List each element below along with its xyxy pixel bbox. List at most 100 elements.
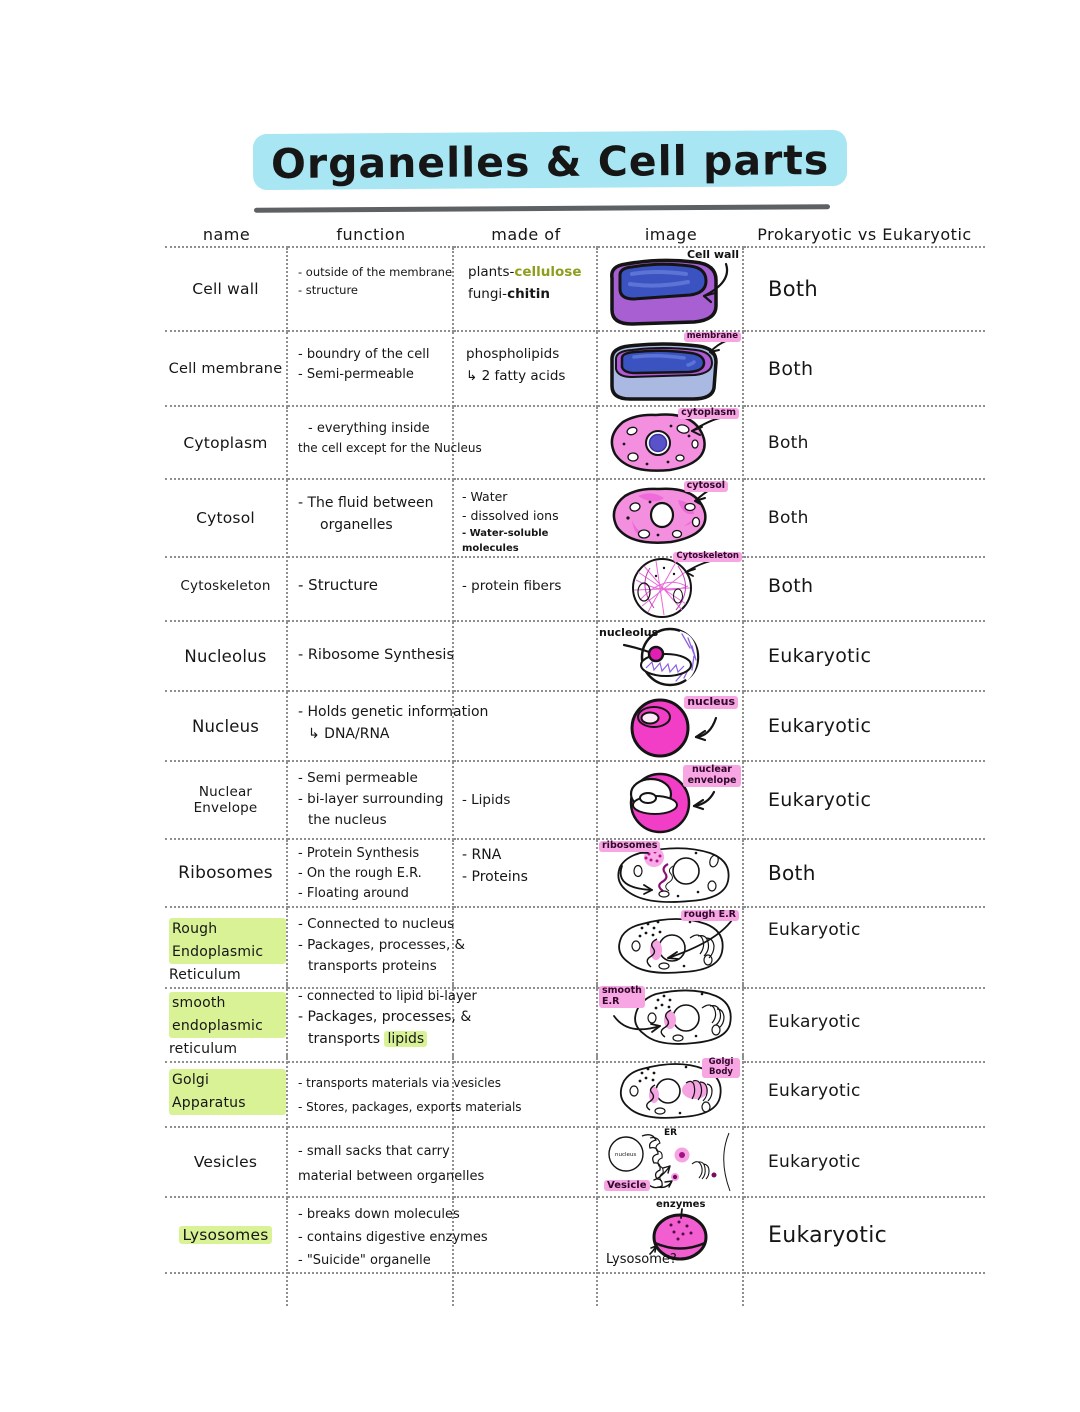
ribosomes-drawing [617, 847, 730, 903]
page-title: Organelles & Cell parts [250, 129, 850, 213]
function-cell: - Ribosome Synthesis [288, 622, 454, 692]
image-cell: ribosomes [598, 840, 744, 908]
table-header-row: name function made of image Prokaryotic … [165, 210, 985, 248]
image-cell: cytoplasm [598, 407, 744, 480]
classification-cell: Eukaryotic [744, 908, 985, 990]
name-cell: Nucleus [165, 692, 288, 762]
function-cell: - The fluid between organelles [288, 480, 454, 558]
function-cell: - transports materials via vesicles - St… [288, 1055, 522, 1128]
smooth-er-drawing [613, 989, 732, 1045]
image-label: nucleolus [599, 626, 659, 639]
golgi-apparatus-drawing [619, 1063, 722, 1119]
made-of-cell: - Water - dissolved ions - Water-soluble… [454, 480, 598, 558]
row-vesicles: Vesicles - small sacks that carry materi… [165, 1128, 985, 1198]
row-cytoplasm: Cytoplasm - everything inside the cell e… [165, 407, 985, 480]
classification-cell: Eukaryotic [744, 762, 985, 840]
page-title-text: Organelles & Cell parts [252, 129, 848, 191]
made-of-cell: phospholipids ↳ 2 fatty acids [454, 332, 598, 407]
row-nuclear-envelope: Nuclear Envelope - Semi permeable - bi-l… [165, 762, 985, 840]
header-classification: Prokaryotic vs Eukaryotic [744, 210, 985, 248]
image-label: Cytoskeleton [673, 551, 742, 562]
made-of-cell [454, 908, 598, 990]
cell-wall-drawing [610, 258, 729, 326]
made-of-cell [454, 1055, 598, 1128]
function-cell: - boundry of the cell - Semi-permeable [288, 332, 454, 407]
row-rough-er: Rough Endoplasmic Reticulum - Connected … [165, 908, 985, 990]
row-nucleolus: Nucleolus - Ribosome Synthesis nucleolus… [165, 622, 985, 692]
image-cell: enzymes Lysosome? [598, 1198, 744, 1275]
image-label: nuclear envelope [683, 764, 741, 787]
name-cell: Cell membrane [165, 332, 288, 407]
cytosol-drawing [612, 487, 712, 544]
function-cell: - everything inside the cell except for … [288, 407, 482, 480]
name-cell: Rough Endoplasmic Reticulum [165, 908, 288, 990]
nucleus-drawing [630, 698, 718, 758]
rough-er-drawing [618, 918, 733, 974]
classification-cell: Eukaryotic [744, 1198, 985, 1275]
vesicles-drawing: nucleus [608, 1132, 731, 1192]
image-cell: rough E.R [598, 908, 744, 990]
classification-cell: Eukaryotic [744, 982, 985, 1064]
header-made-of: made of [454, 210, 598, 248]
made-of-cell: - RNA - Proteins [454, 840, 598, 908]
classification-cell: Eukaryotic [744, 1128, 985, 1198]
name-cell: Ribosomes [165, 840, 288, 908]
function-cell: - Structure [288, 552, 454, 622]
header-name: name [165, 210, 288, 248]
vesicle-label: Vesicle [604, 1179, 650, 1191]
made-of-cell [454, 1198, 598, 1275]
row-cytoskeleton: Cytoskeleton - Structure - protein fiber… [165, 551, 985, 622]
image-label: ribosomes [599, 840, 661, 852]
nucleolus-drawing [622, 627, 700, 687]
classification-cell: Both [744, 840, 985, 908]
name-cell: Cytoskeleton [165, 552, 288, 622]
table-bottom-stub [165, 1272, 985, 1306]
image-cell: smooth E.R [598, 982, 744, 1064]
made-of-cell: - Lipids [454, 762, 598, 840]
image-label: membrane [683, 331, 741, 342]
nuclear-envelope-drawing [629, 772, 716, 834]
made-of-cell: plants-cellulose fungi-chitin [454, 248, 598, 332]
made-of-cell [454, 692, 598, 762]
cytoplasm-drawing [610, 413, 721, 472]
name-cell: smooth endoplasmic reticulum [165, 982, 288, 1064]
made-of-cell [454, 407, 598, 480]
classification-cell: Both [744, 248, 985, 332]
classification-cell: Eukaryotic [744, 622, 985, 692]
image-cell: membrane [598, 331, 744, 407]
row-lysosomes: Lysosomes - breaks down molecules - cont… [165, 1198, 985, 1275]
image-cell: Golgi Body [598, 1055, 744, 1128]
name-cell: Lysosomes [165, 1198, 288, 1275]
image-cell: Cytoskeleton [598, 551, 744, 622]
function-cell: - connected to lipid bi-layer - Packages… [288, 982, 477, 1064]
organelle-table: name function made of image Prokaryotic … [165, 210, 985, 1306]
made-of-cell [454, 622, 598, 692]
header-function: function [288, 210, 454, 248]
name-cell: Cytosol [165, 480, 288, 558]
image-label: rough E.R [680, 909, 739, 921]
image-label: cytoplasm [678, 407, 739, 419]
name-cell: Nucleolus [165, 622, 288, 692]
lysosome-drawing [649, 1208, 708, 1261]
image-cell: nuclear envelope [598, 762, 744, 840]
name-cell: Cell wall [165, 248, 288, 332]
function-cell: - breaks down molecules - contains diges… [288, 1198, 488, 1275]
row-nucleus: Nucleus - Holds genetic information ↳ DN… [165, 692, 985, 762]
function-cell: - Holds genetic information ↳ DNA/RNA [288, 692, 488, 762]
cell-membrane-drawing [610, 340, 727, 401]
row-cell-membrane: Cell membrane - boundry of the cell - Se… [165, 331, 985, 407]
function-cell: - Semi permeable - bi-layer surrounding … [288, 762, 454, 840]
classification-cell: Both [744, 480, 985, 558]
name-cell: Golgi Apparatus [165, 1055, 288, 1128]
classification-cell: Eukaryotic [744, 692, 985, 762]
image-label: Golgi Body [702, 1057, 740, 1078]
er-label: ER [664, 1128, 678, 1138]
enzymes-label: enzymes [656, 1199, 706, 1210]
function-cell: - small sacks that carry material betwee… [288, 1128, 484, 1198]
name-cell: Vesicles [165, 1128, 288, 1198]
classification-cell: Both [744, 332, 985, 407]
image-cell: Cell wall [598, 248, 744, 332]
classification-cell: Eukaryotic [744, 1055, 985, 1128]
image-cell: nucleus ER Vesicle [598, 1128, 744, 1198]
